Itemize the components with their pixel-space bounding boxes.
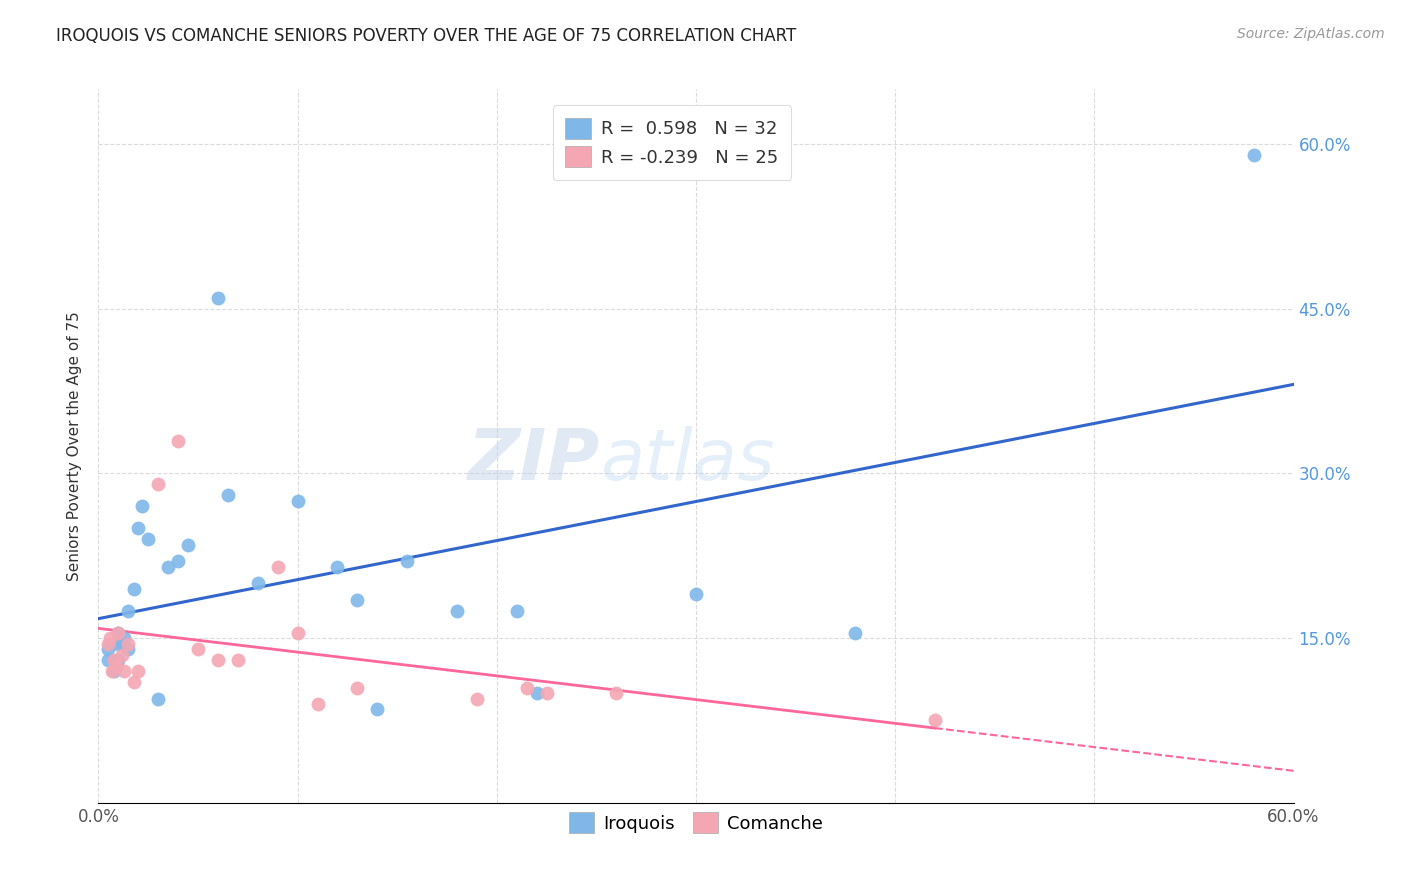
Point bbox=[346, 592, 368, 607]
Point bbox=[98, 631, 122, 645]
Point bbox=[226, 653, 249, 667]
Legend: Iroquois, Comanche: Iroquois, Comanche bbox=[561, 805, 831, 840]
Text: IROQUOIS VS COMANCHE SENIORS POVERTY OVER THE AGE OF 75 CORRELATION CHART: IROQUOIS VS COMANCHE SENIORS POVERTY OVE… bbox=[56, 27, 796, 45]
Point bbox=[167, 434, 190, 448]
Point bbox=[107, 625, 129, 640]
Point bbox=[685, 587, 707, 601]
Point bbox=[924, 714, 946, 728]
Point bbox=[136, 533, 159, 547]
Point bbox=[111, 648, 134, 662]
Point bbox=[97, 637, 120, 651]
Point bbox=[103, 664, 125, 678]
Point bbox=[148, 691, 170, 706]
Point bbox=[605, 686, 627, 700]
Point bbox=[97, 653, 120, 667]
Point bbox=[117, 637, 139, 651]
Point bbox=[526, 686, 548, 700]
Point bbox=[127, 664, 149, 678]
Point bbox=[465, 691, 488, 706]
Point bbox=[124, 675, 146, 690]
Point bbox=[267, 559, 290, 574]
Point bbox=[516, 681, 538, 695]
Point bbox=[536, 686, 558, 700]
Text: ZIP: ZIP bbox=[468, 425, 600, 495]
Point bbox=[105, 658, 128, 673]
Point bbox=[111, 637, 134, 651]
Point bbox=[107, 653, 129, 667]
Point bbox=[346, 681, 368, 695]
Point bbox=[107, 625, 129, 640]
Point bbox=[1243, 148, 1265, 162]
Point bbox=[112, 664, 135, 678]
Point bbox=[117, 604, 139, 618]
Point bbox=[396, 554, 419, 568]
Point bbox=[107, 637, 129, 651]
Point bbox=[207, 291, 229, 305]
Point bbox=[148, 477, 170, 491]
Point bbox=[307, 697, 329, 711]
Point bbox=[326, 559, 349, 574]
Point bbox=[103, 653, 125, 667]
Point bbox=[101, 664, 124, 678]
Point bbox=[246, 576, 269, 591]
Point bbox=[844, 625, 866, 640]
Point bbox=[157, 559, 180, 574]
Point bbox=[167, 554, 190, 568]
Point bbox=[112, 631, 135, 645]
Point bbox=[127, 521, 149, 535]
Point bbox=[177, 538, 200, 552]
Point bbox=[506, 604, 529, 618]
Point bbox=[187, 642, 209, 657]
Text: atlas: atlas bbox=[600, 425, 775, 495]
Point bbox=[207, 653, 229, 667]
Y-axis label: Seniors Poverty Over the Age of 75: Seniors Poverty Over the Age of 75 bbox=[67, 311, 83, 581]
Point bbox=[117, 642, 139, 657]
Point bbox=[287, 494, 309, 508]
Point bbox=[131, 500, 153, 514]
Point bbox=[124, 582, 146, 596]
Point bbox=[366, 702, 388, 716]
Text: Source: ZipAtlas.com: Source: ZipAtlas.com bbox=[1237, 27, 1385, 41]
Point bbox=[97, 642, 120, 657]
Point bbox=[217, 488, 239, 502]
Point bbox=[287, 625, 309, 640]
Point bbox=[446, 604, 468, 618]
